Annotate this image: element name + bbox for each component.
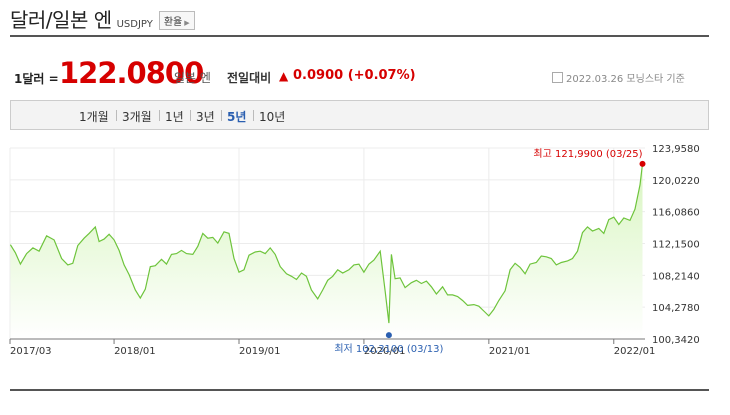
- x-tick-label: 2019/01: [239, 346, 281, 357]
- x-tick-label: 2021/01: [489, 346, 531, 357]
- tab-1y[interactable]: 1년: [165, 110, 184, 124]
- min-marker: [385, 332, 392, 339]
- page-title: 달러/일본 엔: [10, 8, 112, 32]
- up-triangle-icon: ▲: [279, 69, 289, 83]
- tab-5y[interactable]: 5년: [227, 110, 247, 124]
- x-tick-label: 2018/01: [114, 346, 156, 357]
- max-marker: [639, 160, 646, 167]
- tab-3m[interactable]: 3개월: [122, 110, 152, 124]
- tab-divider: [159, 110, 160, 121]
- y-tick-label: 104,2780: [652, 303, 700, 314]
- price-change: 0.0900 (+0.07%): [293, 68, 416, 83]
- price-line: [9, 163, 644, 324]
- current-price: 122.0800: [59, 56, 204, 90]
- price-area: [10, 163, 643, 339]
- ticker-symbol: USDJPY: [116, 19, 153, 30]
- source-note: 2022.03.26 모닝스타 기준: [552, 70, 685, 85]
- document-icon: [552, 72, 563, 83]
- y-tick-label: 108,2140: [652, 271, 700, 282]
- y-tick-label: 123,9580: [652, 144, 700, 155]
- tab-divider: [116, 110, 117, 121]
- fx-button-label: 환율: [163, 17, 183, 28]
- y-tick-label: 120,0220: [652, 176, 700, 187]
- price-chart: 2017/03 2018/01 2019/01 2020/01 2021/01 2022/…: [9, 144, 700, 357]
- fx-button[interactable]: 환율 ▶: [158, 11, 195, 30]
- tab-3y[interactable]: 3년: [196, 110, 215, 124]
- x-tick-label: 2017/03: [10, 346, 52, 357]
- unit-label: 1달러 =: [14, 72, 59, 86]
- tab-1m[interactable]: 1개월: [79, 110, 109, 124]
- chevron-right-icon: ▶: [184, 19, 190, 27]
- quote-panel: 1달러 = 122.0800 일본 엔 전일대비 ▲ 0.0900 (+0.07…: [14, 56, 704, 92]
- y-tick-label: 100,3420: [652, 335, 700, 346]
- header-divider: [10, 35, 709, 37]
- change-label: 전일대비: [227, 71, 272, 85]
- x-tick-label: 2020/01: [364, 346, 406, 357]
- y-tick-label: 112,1500: [652, 240, 700, 251]
- min-label: 최저 102,3100 (03/13): [334, 343, 443, 355]
- tab-10y[interactable]: 10년: [259, 110, 286, 124]
- title-row: 달러/일본 엔 USDJPY 환율 ▶: [10, 4, 195, 32]
- period-tabs: 1개월 3개월 1년 3년 5년 10년: [10, 100, 709, 130]
- max-label: 최고 121,9900 (03/25): [533, 148, 642, 160]
- source-text: 2022.03.26 모닝스타 기준: [566, 74, 685, 85]
- x-tick-label: 2022/01: [614, 346, 656, 357]
- tab-divider: [190, 110, 191, 121]
- tab-divider: [253, 110, 254, 121]
- tab-divider: [221, 110, 222, 121]
- footer-divider: [10, 389, 709, 391]
- y-tick-label: 116,0860: [652, 208, 700, 219]
- price-unit: 일본 엔: [174, 71, 211, 85]
